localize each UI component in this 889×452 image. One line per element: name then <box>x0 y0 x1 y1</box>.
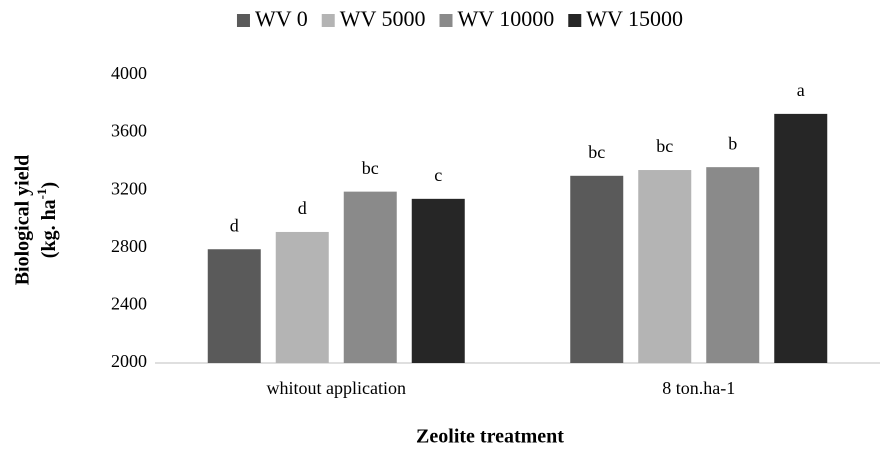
bar <box>570 175 624 363</box>
bar <box>774 113 828 363</box>
bar-annotation: bc <box>588 142 605 162</box>
bar-annotation: bc <box>362 158 379 178</box>
y-unit-end: ) <box>38 182 60 189</box>
bar-annotation: d <box>298 198 307 218</box>
legend-swatch <box>236 14 250 27</box>
y-tick-label: 4000 <box>111 63 147 83</box>
bar-annotation: d <box>230 215 239 235</box>
bar <box>343 191 397 363</box>
bar-annotation: a <box>797 80 805 100</box>
legend-label: WV 0 <box>255 6 308 31</box>
bar <box>411 198 465 363</box>
x-axis-title: Zeolite treatment <box>416 426 564 448</box>
y-tick-label: 2000 <box>111 351 147 371</box>
y-tick-label: 3600 <box>111 121 147 141</box>
legend-label: WV 10000 <box>458 6 555 31</box>
bar-annotation: c <box>434 165 442 185</box>
bar <box>207 249 261 363</box>
bar-annotation: bc <box>656 136 673 156</box>
y-unit-sup: -1 <box>34 188 49 199</box>
y-unit-text: (kg. ha <box>38 199 60 258</box>
bar <box>275 231 329 363</box>
legend-swatch <box>439 14 453 27</box>
x-tick-label: 8 ton.ha-1 <box>662 378 735 398</box>
legend-label: WV 5000 <box>340 6 426 31</box>
y-axis-title: Biological yield <box>12 155 34 286</box>
y-tick-label: 2800 <box>111 236 147 256</box>
bar-annotation: b <box>728 133 737 153</box>
legend-label: WV 15000 <box>586 6 683 31</box>
y-axis-unit: (kg. ha-1) <box>34 182 60 258</box>
bar <box>638 170 692 363</box>
y-tick-label: 2400 <box>111 294 147 314</box>
bar <box>706 167 760 363</box>
legend-swatch <box>321 14 335 27</box>
legend-swatch <box>568 14 582 27</box>
y-tick-label: 3200 <box>111 178 147 198</box>
x-tick-label: whitout application <box>267 378 406 398</box>
